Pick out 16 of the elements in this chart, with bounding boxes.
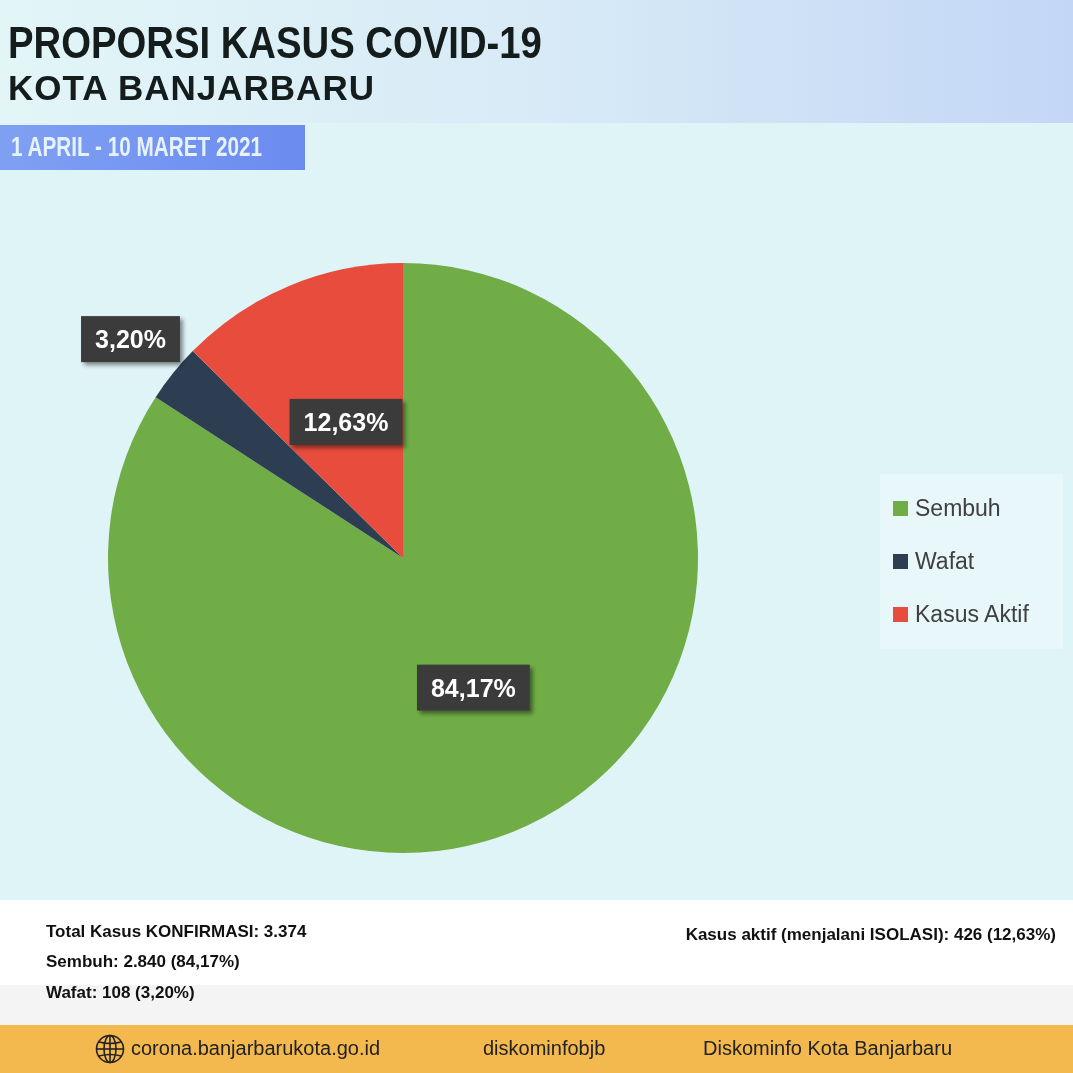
data-label: 3,20% <box>95 325 166 354</box>
pie-slice <box>155 351 403 558</box>
legend-label: Wafat <box>915 548 975 574</box>
legend-label: Sembuh <box>915 495 1001 521</box>
text: diskominfobjb <box>483 1037 606 1059</box>
text: Sembuh: 2.840 (84,17%) <box>46 952 240 971</box>
chart-title: PROPORSI KASUS COVID-19 KOTA BANJARBARU <box>8 18 542 107</box>
text: Diskominfo Kota Banjarbaru <box>703 1037 953 1059</box>
text: Wafat: 108 (3,20%) <box>46 983 195 1002</box>
data-label: 12,63% <box>303 407 389 436</box>
text: Kasus aktif (menjalani ISOLASI): 426 (12,63%) <box>685 925 1056 944</box>
text: corona.banjarbarukota.go.id <box>131 1037 381 1059</box>
text: Total Kasus KONFIRMASI: 3.374 <box>46 922 307 941</box>
data-label: 84,17% <box>430 673 516 702</box>
chart-subtitle: 1 APRIL - 10 MARET 2021 <box>11 131 263 162</box>
legend-label: Kasus Aktif <box>915 601 1029 627</box>
